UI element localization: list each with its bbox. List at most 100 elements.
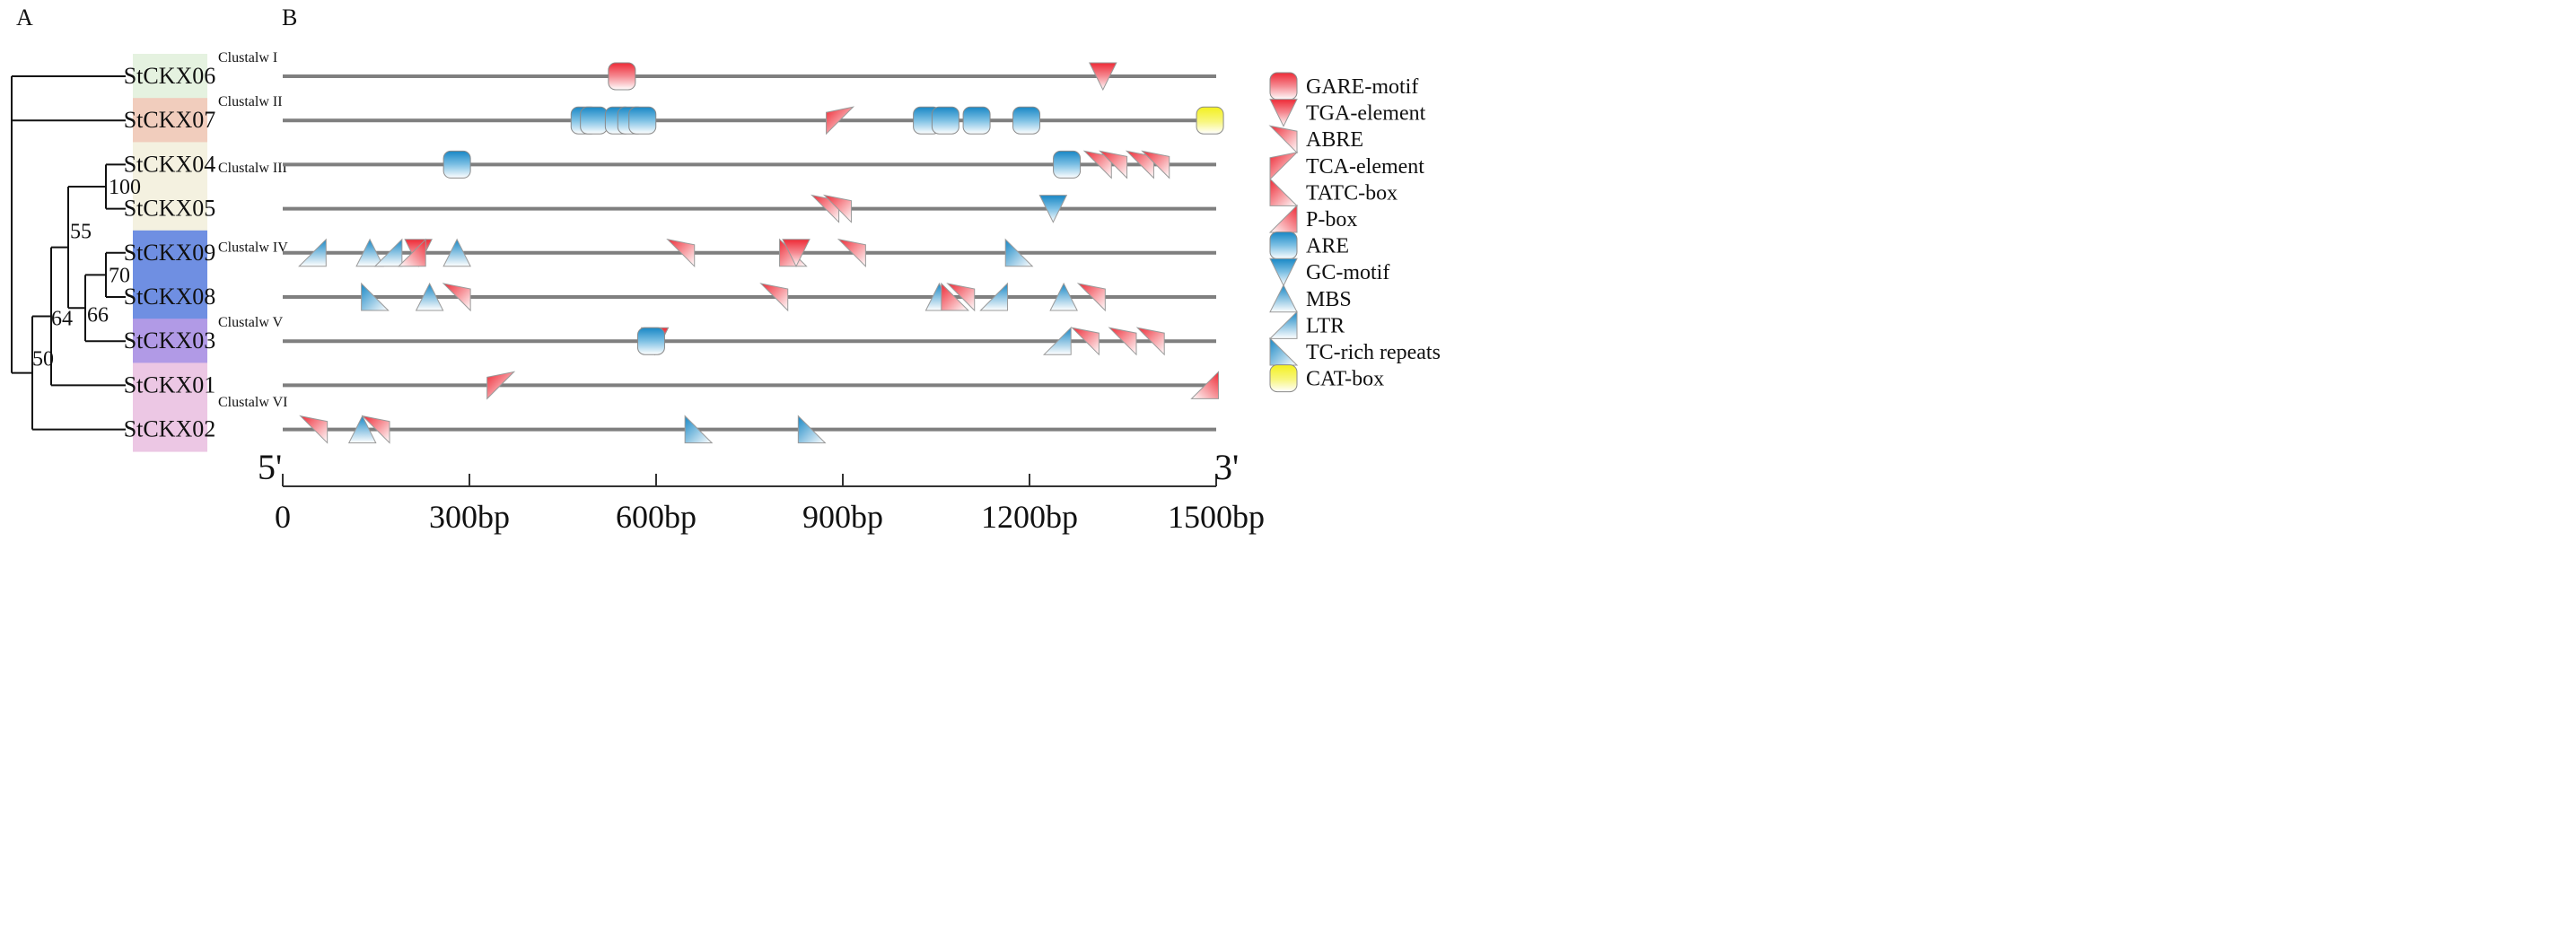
cluster-label: Clustalw V — [218, 315, 284, 330]
legend-label: GC-motif — [1306, 261, 1389, 284]
motif-gare-motif — [608, 62, 636, 91]
motif-abre — [1135, 327, 1165, 356]
motif-are — [580, 106, 609, 135]
gene-label: StCKX07 — [124, 107, 216, 133]
motif-are — [1053, 150, 1082, 179]
axis-tick-label: 300bp — [429, 499, 510, 535]
motif-p-box — [398, 238, 426, 267]
legend-label: TGA-element — [1306, 102, 1426, 126]
motif-abre — [1108, 327, 1137, 356]
gene-label: StCKX02 — [124, 416, 216, 442]
axis-tick-label: 600bp — [616, 499, 697, 535]
motif-abre — [1125, 150, 1154, 179]
motif-mbs — [347, 415, 377, 444]
legend-label: P-box — [1306, 208, 1357, 231]
legend-swatch — [1269, 231, 1298, 260]
motif-markers — [298, 62, 1224, 444]
axis-end-label: 3' — [1214, 447, 1239, 487]
motif-tga-element — [1089, 62, 1117, 92]
cluster-labels: Clustalw I Clustalw II Clustalw III Clustal… — [218, 50, 288, 410]
legend-swatch — [1269, 284, 1298, 313]
legend-swatch — [1269, 336, 1299, 366]
cluster-label: Clustalw VI — [218, 395, 287, 410]
motif-are — [636, 327, 665, 355]
legend-label: GARE-motif — [1306, 75, 1418, 99]
motif-abre — [1076, 283, 1106, 312]
motif-gc-motif — [1038, 195, 1068, 223]
gene-label: StCKX05 — [124, 196, 216, 222]
motif-abre — [822, 194, 852, 223]
motif-abre — [1070, 327, 1100, 356]
motif-abre — [759, 283, 789, 312]
motif-are — [628, 106, 657, 135]
axis-tick-label: 900bp — [802, 499, 883, 535]
motif-tca-element — [486, 371, 516, 400]
bp-axis: 0 300bp 600bp 900bp 1200bp 1500bp 5' 3' — [258, 447, 1265, 535]
motif-are — [931, 106, 959, 135]
legend-swatch — [1269, 151, 1299, 181]
gene-box-StCKX02 — [133, 406, 207, 452]
axis-tick-label: 1500bp — [1168, 499, 1265, 535]
motif-mbs — [355, 238, 384, 267]
gene-box-StCKX09 — [133, 230, 207, 275]
gene-box-StCKX01 — [133, 362, 207, 408]
motif-abre — [837, 238, 866, 268]
axis-tick-label: 1200bp — [981, 499, 1078, 535]
legend-swatch — [1269, 178, 1299, 206]
motif-tga-element — [782, 239, 810, 267]
gene-box-StCKX05 — [133, 186, 207, 231]
motif-abre — [666, 238, 696, 268]
bootstrap-label: 70 — [109, 264, 130, 287]
gene-box-StCKX06 — [133, 54, 207, 99]
gene-label: StCKX08 — [124, 284, 216, 310]
legend-swatch — [1268, 310, 1298, 339]
legend-label: MBS — [1306, 288, 1352, 311]
motif-abre — [1099, 150, 1128, 179]
motif-tc-rich-repeats — [797, 415, 827, 444]
motif-are — [962, 106, 991, 135]
gene-box-StCKX03 — [133, 319, 207, 364]
motif-p-box — [1190, 371, 1220, 399]
legend-swatch — [1268, 204, 1298, 233]
motif-mbs — [415, 282, 444, 311]
cluster-label: Clustalw IV — [218, 240, 288, 256]
legend-label: LTR — [1306, 314, 1345, 337]
legend-label: CAT-box — [1306, 368, 1384, 391]
bootstrap-label: 64 — [51, 308, 73, 331]
motif-tc-rich-repeats — [1004, 238, 1034, 267]
legend-label: TC-rich repeats — [1306, 341, 1441, 364]
motif-abre — [1141, 150, 1170, 179]
axis-tick-label: 0 — [275, 499, 291, 535]
legend-swatch — [1268, 125, 1298, 154]
motif-cat-box — [1196, 106, 1224, 135]
legend-label: ARE — [1306, 235, 1349, 258]
motif-tc-rich-repeats — [361, 282, 390, 311]
motif-abre — [361, 415, 390, 444]
bootstrap-label: 50 — [32, 348, 54, 371]
panel-label-b: B — [282, 4, 297, 31]
bootstrap-label: 66 — [87, 303, 109, 327]
motif-ltr — [979, 282, 1008, 311]
motif-tatc-box — [941, 282, 970, 311]
bootstrap-label: 55 — [70, 221, 92, 244]
motif-abre — [299, 415, 329, 444]
gene-label: StCKX06 — [124, 63, 216, 89]
gene-box-StCKX08 — [133, 275, 207, 319]
cluster-label: Clustalw III — [218, 161, 287, 176]
phylogenetic-tree — [11, 75, 126, 431]
motif-ltr — [298, 238, 327, 267]
motif-ltr — [1042, 326, 1072, 355]
motif-mbs — [442, 238, 471, 267]
gene-label: StCKX03 — [124, 328, 216, 354]
motif-tc-rich-repeats — [684, 415, 714, 444]
motif-ltr — [373, 238, 403, 267]
motif-abre — [946, 283, 976, 312]
gene-box-StCKX07 — [133, 98, 207, 144]
legend-swatch — [1269, 364, 1298, 393]
legend-swatch — [1269, 258, 1298, 287]
motif-are — [442, 150, 471, 179]
